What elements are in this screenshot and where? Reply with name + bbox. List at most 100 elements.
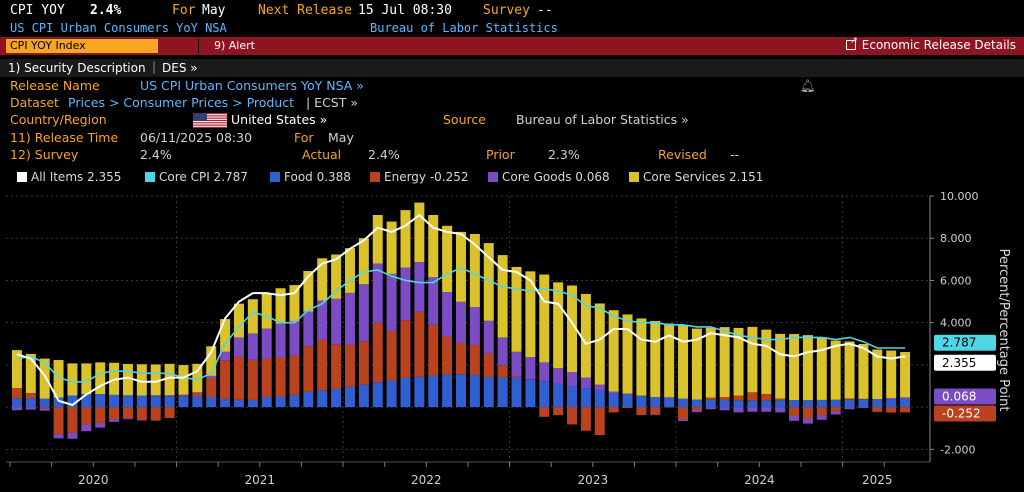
bar-core-services — [261, 293, 272, 329]
subtitle: US CPI Urban Consumers YoY NSA — [10, 21, 227, 35]
bar-energy — [386, 330, 397, 381]
legend-core-cpi[interactable]: Core CPI 2.787 — [145, 170, 248, 184]
y-tick-label: 6.000 — [940, 274, 972, 287]
release-name-label: Release Name — [10, 78, 100, 93]
legend-all-items[interactable]: All Items 2.355 — [17, 170, 121, 184]
bar-energy — [539, 407, 550, 417]
bar-core-services — [678, 325, 689, 399]
bell-icon[interactable]: 🔔︎ — [800, 78, 816, 93]
bar-core-services — [872, 349, 883, 400]
bar-food — [511, 377, 522, 408]
bar-food — [233, 399, 244, 408]
bar-energy — [67, 407, 78, 433]
bar-energy — [289, 355, 300, 395]
bar-food — [900, 398, 911, 408]
bar-core-services — [553, 282, 564, 369]
bar-core-services — [317, 258, 328, 301]
bar-core-services — [206, 346, 217, 376]
bar-core-goods — [747, 407, 758, 412]
alert-button[interactable]: 9) Alert — [214, 39, 255, 52]
bar-energy — [428, 324, 439, 376]
bar-energy — [830, 407, 841, 412]
bar-core-goods — [25, 407, 36, 410]
end-label-all-items-bg — [934, 354, 996, 371]
bar-core-goods — [220, 351, 231, 361]
bar-food — [789, 400, 800, 408]
bar-core-services — [220, 319, 231, 352]
security-description-button[interactable]: 1) Security Description — [8, 61, 146, 75]
dataset-link[interactable]: Prices > Consumer Prices > Product — [68, 95, 295, 110]
bar-core-services — [525, 271, 536, 358]
country-link[interactable]: United States » — [231, 112, 328, 127]
bar-core-goods — [275, 323, 286, 358]
bar-food — [414, 376, 425, 408]
bar-food — [775, 400, 786, 408]
bar-core-goods — [192, 392, 203, 394]
bar-core-goods — [247, 333, 258, 360]
bar-food — [261, 396, 272, 408]
legend-label: All Items 2.355 — [31, 170, 122, 184]
legend-core-goods[interactable]: Core Goods 0.068 — [488, 170, 610, 184]
prior-value: 2.3% — [548, 147, 580, 162]
bar-energy — [497, 365, 508, 378]
bar-core-goods — [109, 419, 120, 422]
legend-energy[interactable]: Energy -0.252 — [370, 170, 469, 184]
bar-food — [220, 398, 231, 408]
headline-value: 2.4% — [90, 3, 122, 18]
bar-core-services — [233, 303, 244, 338]
source-link[interactable]: Bureau of Labor Statistics » — [516, 112, 689, 127]
survey-row: 12) Survey 2.4% Actual 2.4% Prior 2.3% R… — [0, 147, 1024, 164]
bar-energy — [733, 395, 744, 401]
actual-value: 2.4% — [368, 147, 400, 162]
bar-food — [525, 379, 536, 408]
bar-energy — [469, 345, 480, 376]
survey-label-2: 12) Survey — [10, 147, 79, 162]
external-link-icon: ↗ — [845, 37, 858, 50]
legend-label: Core CPI 2.787 — [159, 170, 248, 184]
revised-value: -- — [730, 147, 740, 162]
bar-energy — [761, 394, 772, 401]
bar-food — [289, 394, 300, 408]
bar-core-services — [344, 248, 355, 293]
survey-value: -- — [537, 3, 553, 18]
end-label-energy-bg — [934, 405, 996, 422]
des-button[interactable]: DES » — [162, 61, 198, 75]
bar-food — [192, 396, 203, 408]
bar-core-services — [53, 360, 64, 398]
bar-core-goods — [900, 397, 911, 399]
bar-core-goods — [53, 434, 64, 439]
bar-core-goods — [761, 407, 772, 412]
bar-food — [872, 399, 883, 408]
economic-release-details-button[interactable]: ↗ Economic Release Details — [845, 37, 1016, 52]
tab-cpi-yoy-index[interactable]: CPI YOY Index — [6, 39, 158, 53]
bar-energy — [567, 407, 578, 425]
bar-core-services — [594, 303, 605, 385]
bar-core-goods — [81, 424, 92, 432]
bar-food — [469, 375, 480, 408]
toolbar-divider — [198, 39, 199, 53]
bar-food — [733, 400, 744, 408]
bar-core-services — [247, 299, 258, 334]
legend-food[interactable]: Food 0.388 — [270, 170, 351, 184]
bar-food — [802, 400, 813, 408]
bar-core-services — [761, 329, 772, 395]
bar-energy — [691, 407, 702, 411]
y-tick-label: 8.000 — [940, 232, 972, 245]
bar-energy — [122, 407, 133, 419]
for-value-2: May — [328, 130, 354, 145]
bar-core-goods — [414, 262, 425, 312]
legend-core-services[interactable]: Core Services 2.151 — [629, 170, 763, 184]
bar-core-goods — [844, 407, 855, 410]
dataset-suffix[interactable]: | ECST » — [306, 95, 359, 110]
bar-core-goods — [733, 407, 744, 413]
chart[interactable]: 10.000 8.000 6.000 4.000 -2.000 Percent/Perce… — [0, 190, 1024, 492]
bar-core-services — [67, 363, 78, 396]
bar-food — [25, 398, 36, 408]
x-tick-label: 2023 — [578, 473, 609, 487]
bar-core-services — [789, 334, 800, 401]
bar-core-goods — [11, 407, 22, 411]
release-name-link[interactable]: US CPI Urban Consumers YoY NSA » — [140, 78, 364, 93]
bar-core-goods — [775, 407, 786, 413]
bar-food — [539, 381, 550, 408]
bar-food — [747, 400, 758, 408]
